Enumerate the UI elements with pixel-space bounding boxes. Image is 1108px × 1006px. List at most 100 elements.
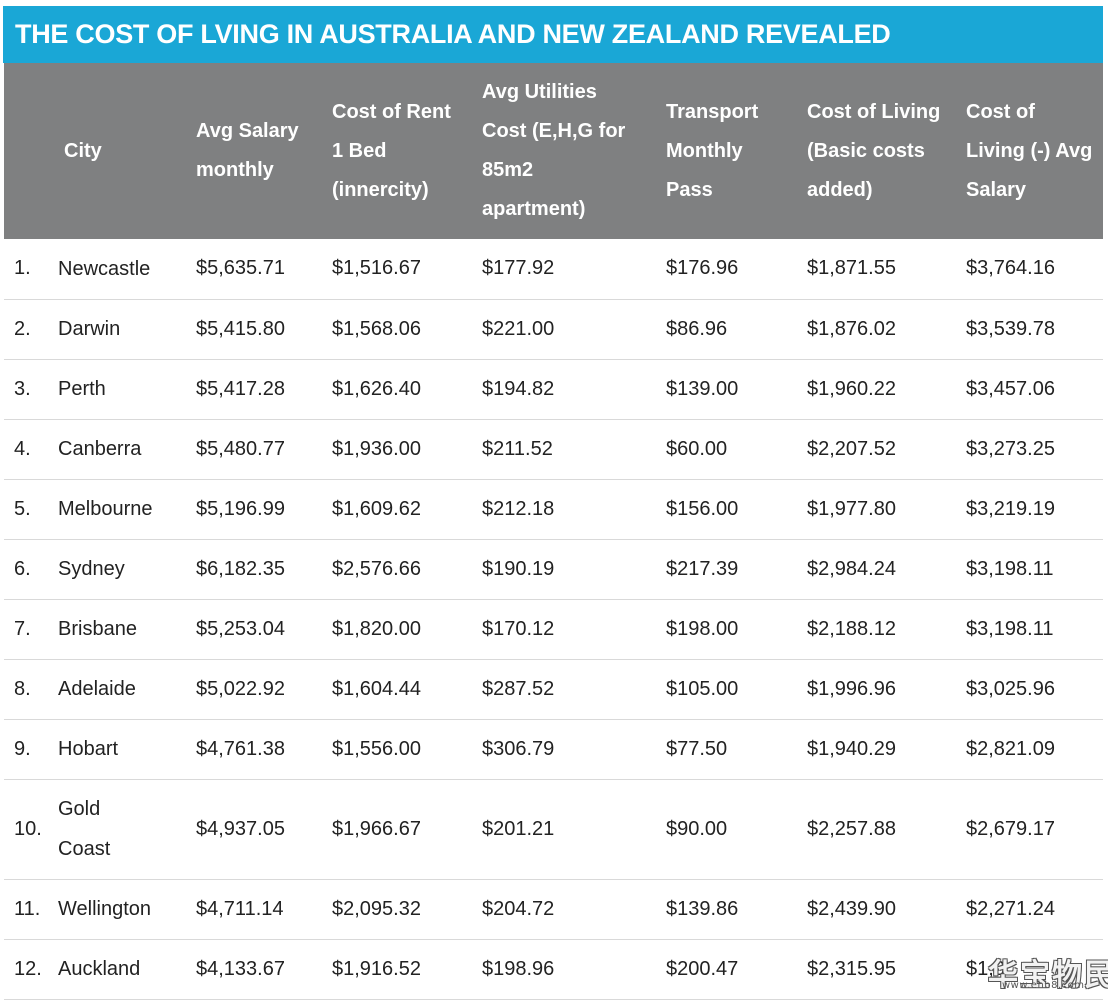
rank-cell: 3. bbox=[4, 359, 54, 420]
transport-cell: $77.50 bbox=[656, 719, 797, 780]
rent-cell: $1,609.62 bbox=[322, 479, 472, 540]
utilities-cell: $221.00 bbox=[472, 299, 656, 360]
rent-cell: $1,966.67 bbox=[322, 779, 472, 880]
city-name-line: Hobart bbox=[58, 738, 119, 760]
header-line: Cost of Rent bbox=[332, 100, 451, 123]
header-salary-label: Avg Salary monthly bbox=[186, 112, 322, 190]
net-cell: $2,271.24 bbox=[956, 879, 1103, 940]
table-row: 6. Sydney $6,182.35 $2,576.66 $190.19 $217.39… bbox=[4, 539, 1103, 600]
city-cell: Sydney bbox=[54, 539, 186, 600]
rank-cell: 10. bbox=[4, 779, 54, 880]
cost-of-living-cell: $1,960.22 bbox=[797, 359, 956, 420]
header-line: (Basic costs bbox=[807, 139, 925, 162]
cost-of-living-cell: $2,207.52 bbox=[797, 419, 956, 480]
city-cell: Canberra bbox=[54, 419, 186, 480]
transport-cell: $176.96 bbox=[656, 239, 797, 300]
rank-cell: 5. bbox=[4, 479, 54, 540]
rent-cell: $2,095.32 bbox=[322, 879, 472, 940]
rank-cell: 2. bbox=[4, 299, 54, 360]
salary-cell: $5,022.92 bbox=[186, 659, 322, 720]
header-salary: Avg Salary monthly bbox=[186, 63, 322, 239]
header-net-label: Cost of Living (-) Avg Salary bbox=[956, 93, 1103, 210]
title-banner: THE COST OF LVING IN AUSTRALIA AND NEW Z… bbox=[3, 6, 1103, 63]
utilities-cell: $211.52 bbox=[472, 419, 656, 480]
cost-of-living-cell: $1,977.80 bbox=[797, 479, 956, 540]
header-row: City Avg Salary monthly Cost of Rent 1 Bed… bbox=[4, 63, 1103, 239]
city-name-line: Adelaide bbox=[58, 678, 136, 700]
net-cell: $3,273.25 bbox=[956, 419, 1103, 480]
header-line: Cost (E,H,G for bbox=[482, 120, 626, 142]
utilities-cell: $306.79 bbox=[472, 719, 656, 780]
city-name-line: Perth bbox=[58, 378, 106, 400]
rank-cell: 8. bbox=[4, 659, 54, 720]
transport-cell: $86.96 bbox=[656, 299, 797, 360]
net-cell: $2,679.17 bbox=[956, 779, 1103, 880]
city-cell: Brisbane bbox=[54, 599, 186, 660]
city-name-line: Melbourne bbox=[58, 498, 153, 520]
table-body: 1. Newcastle $5,635.71 $1,516.67 $177.92 $176… bbox=[4, 239, 1103, 1000]
header-line: (innercity) bbox=[332, 178, 429, 201]
header-transport-label: Transport Monthly Pass bbox=[656, 93, 797, 210]
table-row: 11. Wellington $4,711.14 $2,095.32 $204.72 $1… bbox=[4, 879, 1103, 940]
header-line: Salary bbox=[966, 178, 1027, 201]
header-line: Pass bbox=[666, 178, 713, 201]
city-name-line: Coast bbox=[58, 838, 111, 860]
table-row: 7. Brisbane $5,253.04 $1,820.00 $170.12 $198.… bbox=[4, 599, 1103, 660]
rank-cell: 12. bbox=[4, 939, 54, 1000]
table-row: 3. Perth $5,417.28 $1,626.40 $194.82 $139.00 $… bbox=[4, 359, 1103, 420]
header-utilities-label: Avg Utilities Cost (E,H,G for 85m2 apartmen… bbox=[472, 73, 656, 229]
cost-of-living-table: City Avg Salary monthly Cost of Rent 1 Bed… bbox=[4, 63, 1103, 1000]
header-city: City bbox=[54, 63, 186, 239]
transport-cell: $90.00 bbox=[656, 779, 797, 880]
city-cell: Melbourne bbox=[54, 479, 186, 540]
cost-of-living-cell: $1,940.29 bbox=[797, 719, 956, 780]
city-name-line: Sydney bbox=[58, 558, 125, 580]
utilities-cell: $170.12 bbox=[472, 599, 656, 660]
header-line: Avg Utilities bbox=[482, 81, 597, 103]
header-transport: Transport Monthly Pass bbox=[656, 63, 797, 239]
utilities-cell: $204.72 bbox=[472, 879, 656, 940]
transport-cell: $139.00 bbox=[656, 359, 797, 420]
rank-cell: 4. bbox=[4, 419, 54, 480]
salary-cell: $5,480.77 bbox=[186, 419, 322, 480]
transport-cell: $200.47 bbox=[656, 939, 797, 1000]
city-name-line: Brisbane bbox=[58, 618, 137, 640]
table-row: 5. Melbourne $5,196.99 $1,609.62 $212.18 $156… bbox=[4, 479, 1103, 540]
transport-cell: $217.39 bbox=[656, 539, 797, 600]
salary-cell: $4,133.67 bbox=[186, 939, 322, 1000]
header-line: 1 Bed bbox=[332, 139, 387, 162]
utilities-cell: $201.21 bbox=[472, 779, 656, 880]
city-cell: Darwin bbox=[54, 299, 186, 360]
table-row: 10. Gold Coast $4,937.05 $1,966.67 $201.21 $90… bbox=[4, 779, 1103, 880]
city-name-line: Gold bbox=[58, 798, 101, 820]
cost-of-living-cell: $2,188.12 bbox=[797, 599, 956, 660]
rank-cell: 7. bbox=[4, 599, 54, 660]
salary-cell: $5,415.80 bbox=[186, 299, 322, 360]
transport-cell: $139.86 bbox=[656, 879, 797, 940]
header-line: Cost of bbox=[966, 100, 1035, 123]
utilities-cell: $198.96 bbox=[472, 939, 656, 1000]
cost-of-living-cell: $2,315.95 bbox=[797, 939, 956, 1000]
cost-of-living-cell: $2,257.88 bbox=[797, 779, 956, 880]
page-title: THE COST OF LVING IN AUSTRALIA AND NEW Z… bbox=[15, 19, 891, 49]
net-cell: $3,764.16 bbox=[956, 239, 1103, 300]
header-line: added) bbox=[807, 178, 873, 201]
utilities-cell: $287.52 bbox=[472, 659, 656, 720]
rent-cell: $1,516.67 bbox=[322, 239, 472, 300]
net-cell: $2,821.09 bbox=[956, 719, 1103, 780]
net-cell: $3,198.11 bbox=[956, 539, 1103, 600]
utilities-cell: $190.19 bbox=[472, 539, 656, 600]
salary-cell: $4,937.05 bbox=[186, 779, 322, 880]
transport-cell: $198.00 bbox=[656, 599, 797, 660]
table-header: City Avg Salary monthly Cost of Rent 1 Bed… bbox=[4, 63, 1103, 239]
header-line: 85m2 bbox=[482, 159, 534, 181]
city-cell: Adelaide bbox=[54, 659, 186, 720]
net-cell: $3,025.96 bbox=[956, 659, 1103, 720]
salary-cell: $4,711.14 bbox=[186, 879, 322, 940]
cost-of-living-cell: $1,871.55 bbox=[797, 239, 956, 300]
city-name-line: Newcastle bbox=[58, 257, 151, 280]
header-net: Cost of Living (-) Avg Salary bbox=[956, 63, 1103, 239]
header-utilities: Avg Utilities Cost (E,H,G for 85m2 apartmen… bbox=[472, 63, 656, 239]
table-row: 12. Auckland $4,133.67 $1,916.52 $198.96 $200… bbox=[4, 939, 1103, 1000]
salary-cell: $5,253.04 bbox=[186, 599, 322, 660]
